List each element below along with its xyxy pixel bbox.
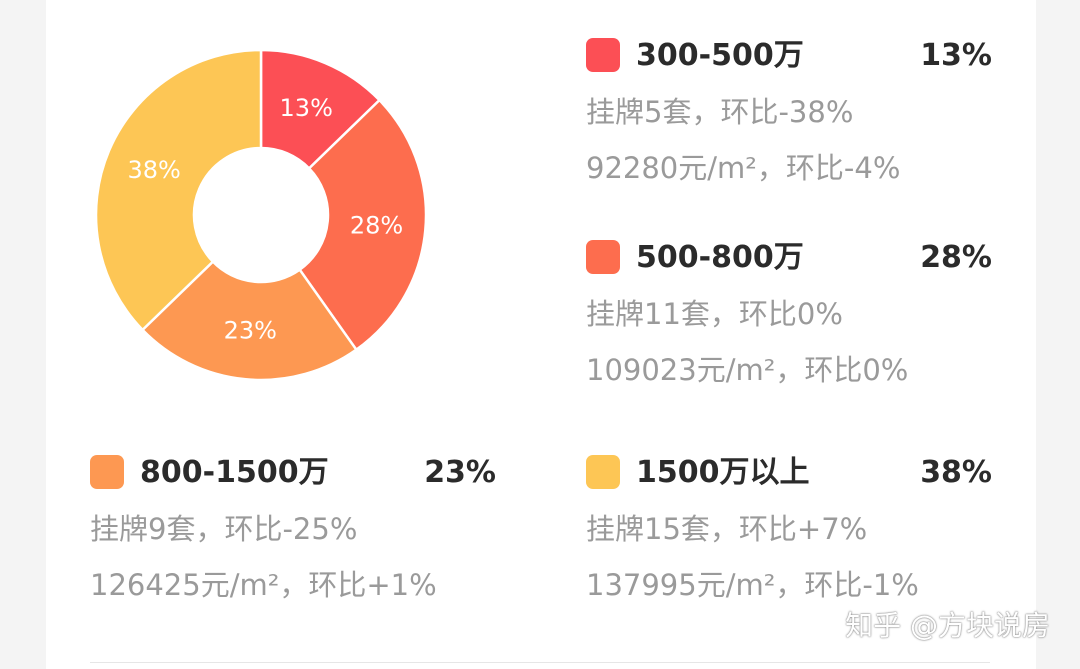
donut-slice-1	[259, 50, 382, 171]
legend-swatch	[586, 38, 620, 72]
legend-item-1500-plus: 1500万以上 38% 挂牌15套，环比+7% 137995元/m²，环比-1%	[586, 453, 1006, 605]
divider	[90, 662, 990, 663]
slice-label-4: 38%	[128, 156, 181, 184]
legend-listing-line: 挂牌9套，环比-25%	[90, 512, 358, 546]
legend-listing-line: 挂牌15套，环比+7%	[586, 512, 868, 546]
legend-swatch	[586, 455, 620, 489]
legend-item-800-1500: 800-1500万 23% 挂牌9套，环比-25% 126425元/m²，环比+…	[90, 453, 510, 605]
donut-slice-2	[297, 98, 426, 352]
legend-name: 800-1500万	[140, 455, 329, 490]
slice-label-2: 28%	[350, 212, 403, 240]
slice-label-1: 13%	[280, 94, 333, 122]
legend-item-500-800: 500-800万 28% 挂牌11套，环比0% 109023元/m²，环比0%	[586, 238, 1006, 390]
donut-slice-4	[96, 50, 263, 332]
legend-price-line: 109023元/m²，环比0%	[586, 353, 909, 387]
legend-item-300-500: 300-500万 13% 挂牌5套，环比-38% 92280元/m²，环比-4%	[586, 36, 1006, 188]
legend-listing-line: 挂牌5套，环比-38%	[586, 95, 854, 129]
slice-label-3: 23%	[224, 317, 277, 345]
donut-chart: 13% 28% 23% 38%	[96, 50, 426, 380]
legend-name: 500-800万	[636, 240, 804, 275]
donut-slice-3	[140, 259, 359, 380]
legend-swatch	[586, 240, 620, 274]
legend-percent: 23%	[424, 455, 496, 490]
legend-name: 1500万以上	[636, 455, 810, 490]
legend-percent: 38%	[920, 455, 992, 490]
legend-percent: 13%	[920, 38, 992, 73]
legend-name: 300-500万	[636, 38, 804, 73]
legend-swatch	[90, 455, 124, 489]
legend-price-line: 137995元/m²，环比-1%	[586, 568, 919, 602]
legend-price-line: 92280元/m²，环比-4%	[586, 151, 901, 185]
legend-percent: 28%	[920, 240, 992, 275]
legend-price-line: 126425元/m²，环比+1%	[90, 568, 437, 602]
legend-listing-line: 挂牌11套，环比0%	[586, 297, 843, 331]
watermark: 知乎 @方块说房	[845, 609, 1050, 642]
